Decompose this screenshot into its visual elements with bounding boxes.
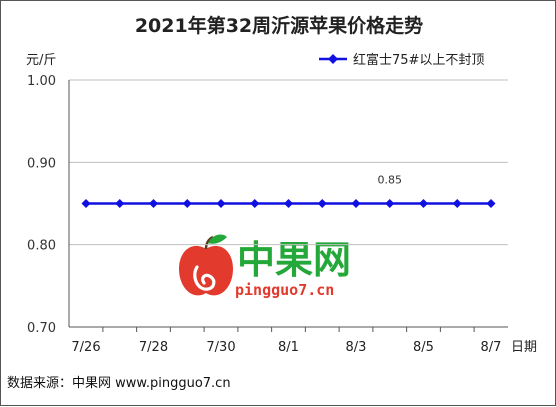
- x-tick-label: 7/26: [71, 340, 100, 355]
- legend: 红富士75#以上不封顶: [319, 52, 484, 68]
- apple-logo-icon: [179, 234, 233, 296]
- data-labels: 0.85: [378, 174, 403, 187]
- data-point: [486, 199, 496, 208]
- data-point: [351, 199, 361, 208]
- axes: [68, 80, 508, 332]
- watermark-name: 中果网: [237, 238, 351, 282]
- y-tick-label: 0.90: [27, 156, 56, 171]
- series-line: [81, 199, 496, 208]
- watermark: 中果网 pingguo7.cn: [179, 234, 351, 299]
- data-point: [419, 199, 428, 208]
- x-tick-label: 7/30: [206, 340, 235, 355]
- data-point: [81, 199, 91, 208]
- y-tick-label: 0.80: [27, 239, 56, 254]
- x-tick-label: 8/3: [346, 340, 367, 355]
- grid-lines: [69, 79, 508, 246]
- x-tick-label: 8/7: [481, 340, 502, 355]
- data-point: [284, 199, 293, 208]
- data-point: [317, 199, 327, 208]
- x-tick-labels: 7/26 7/28 7/30 8/1 8/3 8/5 8/7: [71, 340, 501, 355]
- data-point: [149, 199, 158, 208]
- y-tick-labels: 0.70 0.80 0.90 1.00: [27, 74, 56, 336]
- data-source: 数据来源：中果网 www.pingguo7.cn: [7, 376, 231, 391]
- data-point: [385, 199, 395, 208]
- x-tick-label: 8/1: [278, 340, 299, 355]
- data-point: [115, 199, 125, 208]
- data-point: [250, 199, 260, 208]
- legend-label: 红富士75#以上不封顶: [353, 52, 484, 68]
- y-axis-unit: 元/斤: [26, 53, 56, 68]
- y-tick-label: 0.70: [27, 321, 56, 336]
- watermark-url: pingguo7.cn: [235, 281, 334, 299]
- data-point: [452, 199, 462, 208]
- data-label: 0.85: [378, 174, 403, 187]
- data-point: [182, 199, 192, 208]
- chart-title: 2021年第32周沂源苹果价格走势: [135, 14, 423, 37]
- x-tick-label: 7/28: [139, 340, 168, 355]
- x-tick-label: 8/5: [413, 340, 434, 355]
- x-axis-unit: 日期: [511, 340, 537, 355]
- legend-marker-swatch: [328, 54, 338, 64]
- y-tick-label: 1.00: [27, 74, 56, 89]
- data-point: [216, 199, 226, 208]
